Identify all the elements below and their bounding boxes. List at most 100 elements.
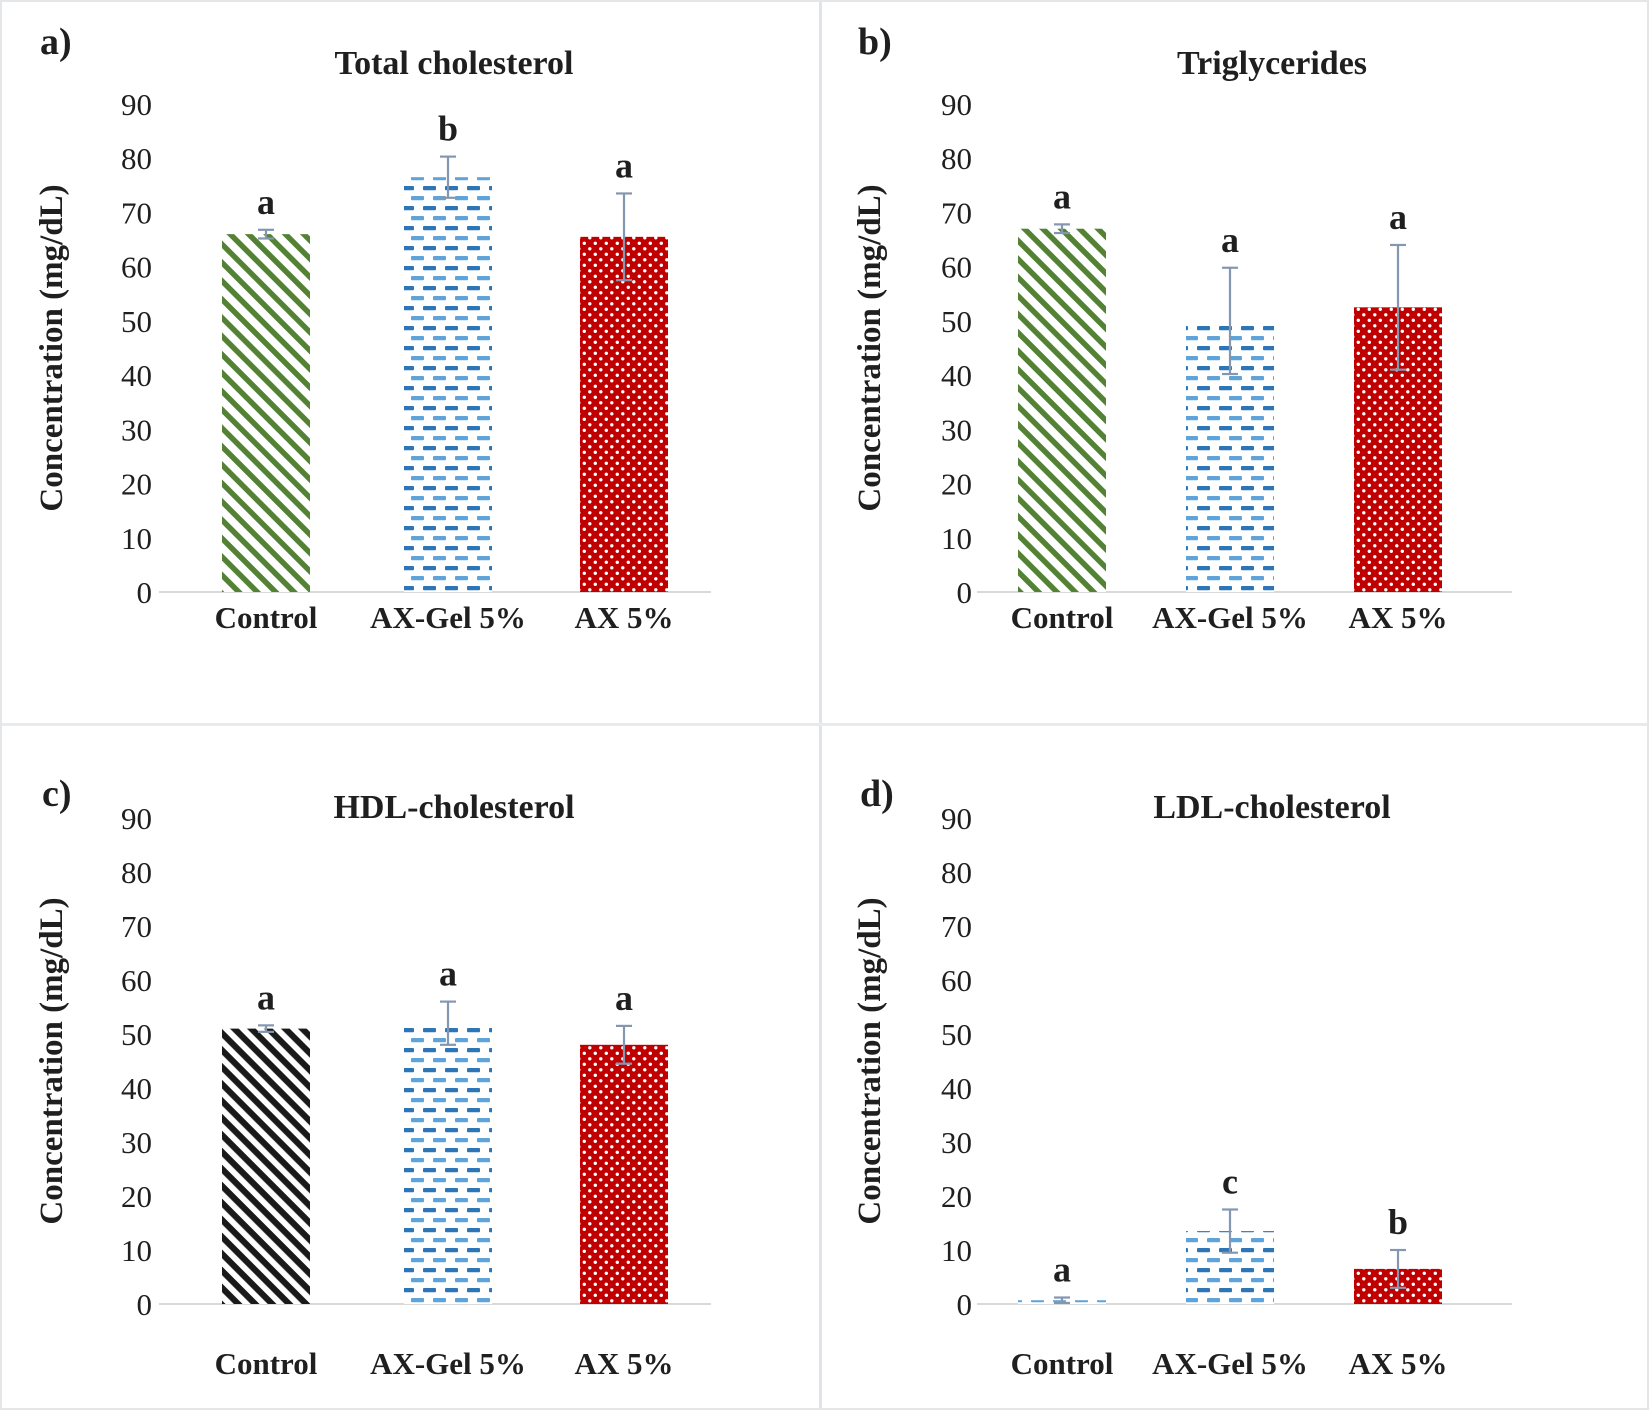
y-tick-label: 40 (121, 1071, 152, 1106)
error-bar-ax-5 (616, 1024, 632, 1065)
panel-divider-horizontal (2, 723, 1647, 726)
error-bar-ax-gel-5 (1222, 266, 1238, 376)
sig-letter-ax-gel-5: a (1221, 220, 1239, 260)
bar-control (222, 1028, 310, 1304)
sig-letter-ax-5: b (1388, 1202, 1408, 1242)
error-bar-ax-gel-5 (440, 155, 456, 199)
panel-total-cholesterol: a) Total cholesterol Concentration (mg/dL)… (4, 4, 819, 723)
error-bar-control (1054, 1296, 1070, 1305)
y-tick-label: 30 (121, 1125, 152, 1160)
y-axis-label: Concentration (mg/dL) (34, 184, 70, 511)
y-tick-label: 0 (137, 575, 153, 610)
category-label-control: Control (215, 600, 318, 635)
panel-label: b) (858, 21, 892, 63)
error-bar-control (258, 228, 274, 240)
y-tick-label: 50 (121, 1017, 152, 1052)
error-bar-ax-gel-5 (1222, 1208, 1238, 1254)
bar-ax-gel-5 (404, 1023, 492, 1304)
y-tick-label: 20 (941, 1179, 972, 1214)
chart-a: a) Total cholesterol Concentration (mg/dL)… (34, 21, 711, 635)
sig-letter-ax-gel-5: b (438, 109, 458, 149)
category-label-control: Control (1011, 1346, 1114, 1381)
y-tick-label: 30 (941, 412, 972, 447)
category-label-ax-gel-5: AX-Gel 5% (370, 600, 526, 635)
y-tick-label: 50 (121, 304, 152, 339)
sig-letter-control: a (1053, 176, 1071, 216)
y-tick-label: 60 (941, 963, 972, 998)
y-tick-label: 90 (121, 87, 152, 122)
panel-label: a) (40, 21, 72, 63)
sig-letter-ax-gel-5: c (1222, 1162, 1238, 1202)
y-tick-label: 10 (941, 1233, 972, 1268)
y-tick-label: 10 (941, 521, 972, 556)
sig-letter-ax-5: a (615, 978, 633, 1018)
panel-ldl-cholesterol: d) LDL-cholesterol Concentration (mg/dL) 0 1… (822, 726, 1647, 1408)
y-tick-label: 30 (121, 412, 152, 447)
chart-title: Total cholesterol (335, 45, 574, 82)
y-axis-label: Concentration (mg/dL) (852, 184, 888, 511)
error-bar-control (258, 1024, 274, 1033)
error-bar-ax-gel-5 (440, 1000, 456, 1046)
y-tick-label: 50 (941, 1017, 972, 1052)
error-bar-ax-5 (616, 192, 632, 282)
y-tick-label: 60 (941, 250, 972, 285)
y-tick-label: 40 (941, 1071, 972, 1106)
y-tick-label: 90 (941, 801, 972, 836)
category-label-ax-5: AX 5% (1348, 1346, 1447, 1381)
chart-d: d) LDL-cholesterol Concentration (mg/dL) 0 1… (852, 773, 1512, 1381)
panel-triglycerides: b) Triglycerides Concentration (mg/dL) 0 10 2… (822, 4, 1647, 723)
y-axis-label: Concentration (mg/dL) (34, 897, 70, 1224)
bar-ax-gel-5 (404, 177, 492, 592)
chart-title: LDL-cholesterol (1153, 789, 1390, 826)
sig-letter-control: a (257, 977, 275, 1017)
y-tick-label: 10 (121, 521, 152, 556)
panel-label: c) (42, 773, 72, 815)
y-tick-label: 30 (941, 1125, 972, 1160)
sig-letter-ax-gel-5: a (439, 954, 457, 994)
y-tick-label: 10 (121, 1233, 152, 1268)
y-tick-label: 60 (121, 963, 152, 998)
sig-letter-ax-5: a (1389, 197, 1407, 237)
bar-control (1018, 228, 1106, 592)
category-label-ax-gel-5: AX-Gel 5% (370, 1346, 526, 1381)
y-tick-label: 0 (957, 1287, 973, 1322)
y-tick-label: 80 (121, 855, 152, 890)
chart-c: c) HDL-cholesterol Concentration (mg/dL) 0 1… (34, 773, 711, 1381)
y-tick-label: 40 (121, 358, 152, 393)
y-tick-label: 0 (957, 575, 973, 610)
error-bar-control (1054, 223, 1070, 235)
bar-ax-5 (580, 1044, 668, 1304)
y-tick-label: 60 (121, 250, 152, 285)
bar-control (222, 234, 310, 592)
panel-divider-vertical (819, 2, 822, 1408)
category-label-control: Control (215, 1346, 318, 1381)
category-label-ax-5: AX 5% (574, 1346, 673, 1381)
bar-ax-5 (580, 236, 668, 592)
chart-b: b) Triglycerides Concentration (mg/dL) 0 10 2… (852, 21, 1512, 635)
category-label-ax-5: AX 5% (1348, 600, 1447, 635)
y-axis-label: Concentration (mg/dL) (852, 897, 888, 1224)
y-tick-label: 20 (121, 467, 152, 502)
sig-letter-ax-5: a (615, 145, 633, 185)
y-tick-label: 40 (941, 358, 972, 393)
y-tick-label: 90 (121, 801, 152, 836)
sig-letter-control: a (257, 182, 275, 222)
sig-letter-control: a (1053, 1250, 1071, 1290)
y-tick-label: 0 (137, 1287, 153, 1322)
y-tick-label: 20 (121, 1179, 152, 1214)
category-label-ax-gel-5: AX-Gel 5% (1152, 1346, 1308, 1381)
category-label-ax-gel-5: AX-Gel 5% (1152, 600, 1308, 635)
y-tick-label: 80 (121, 141, 152, 176)
y-tick-label: 80 (941, 855, 972, 890)
y-tick-label: 70 (121, 195, 152, 230)
panel-hdl-cholesterol: c) HDL-cholesterol Concentration (mg/dL) 0 1… (4, 726, 819, 1408)
y-tick-label: 90 (941, 87, 972, 122)
y-tick-label: 20 (941, 467, 972, 502)
y-tick-label: 70 (121, 909, 152, 944)
chart-title: HDL-cholesterol (333, 789, 574, 826)
panel-label: d) (860, 773, 894, 815)
y-tick-label: 70 (941, 909, 972, 944)
y-tick-label: 70 (941, 195, 972, 230)
error-bar-ax-5 (1390, 1248, 1406, 1289)
